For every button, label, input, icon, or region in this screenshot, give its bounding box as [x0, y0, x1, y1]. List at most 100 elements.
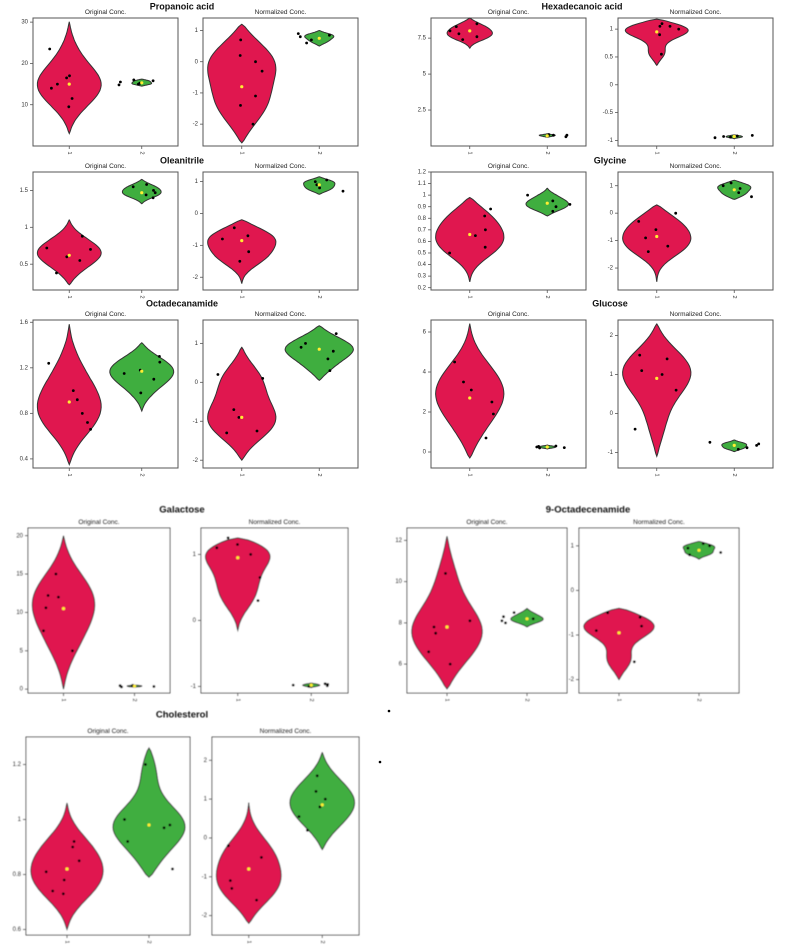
metabolite-chart: Hexadecanoic acid Original Conc. 2.5 5 7.5 1 2… [418, 1, 774, 155]
data-point [750, 134, 754, 137]
x-tick-label: 2 [544, 295, 550, 298]
data-point [537, 445, 540, 448]
data-point [325, 178, 329, 182]
data-point [80, 412, 84, 415]
y-tick-label: 20 [21, 61, 28, 67]
metabolite-title: Cholesterol [156, 710, 208, 721]
data-point [249, 553, 253, 556]
data-point [216, 373, 220, 376]
mean-point [317, 36, 321, 40]
y-tick-label: 1.2 [418, 170, 427, 176]
mean-point [655, 30, 659, 34]
violin-shape [36, 21, 102, 135]
data-point [490, 400, 494, 404]
data-point [326, 683, 330, 686]
x-tick-label: 1 [234, 698, 240, 701]
data-point [594, 629, 598, 632]
data-point [158, 360, 162, 364]
violin-shape [583, 607, 655, 681]
data-point [238, 54, 242, 57]
y-tick-label: 1 [18, 817, 22, 823]
data-point [260, 856, 263, 859]
data-point [260, 69, 264, 73]
x-tick-label: 2 [146, 940, 152, 943]
data-point [674, 388, 678, 392]
panel-title: Original Conc. [85, 311, 126, 318]
y-tick-label: 5 [423, 72, 427, 78]
stray-point [387, 709, 391, 713]
data-point [755, 444, 758, 447]
data-point [444, 572, 447, 575]
data-point [328, 369, 332, 372]
y-tick-label: 0.8 [13, 872, 22, 878]
data-point [232, 226, 236, 230]
panel: Original Conc. 0.4 0.8 1.2 1.6 1 2 [20, 311, 179, 477]
x-tick-label: 2 [319, 940, 325, 943]
data-point [658, 24, 662, 28]
mean-point [545, 201, 549, 205]
y-tick-label: 2 [204, 758, 208, 764]
x-tick-label: 1 [238, 295, 244, 298]
x-tick-label: 1 [653, 473, 659, 476]
data-point [757, 442, 761, 446]
data-point [71, 845, 75, 849]
y-tick-label: 2 [423, 410, 427, 416]
panel-title: Original Conc. [87, 728, 128, 735]
panel: Original Conc. 0.5 1 1.5 1 2 [20, 163, 179, 299]
data-point [484, 436, 488, 440]
panel-frame [578, 527, 740, 694]
data-point [171, 867, 174, 871]
y-tick-label: -1 [608, 450, 614, 456]
y-tick-label: 0.4 [418, 262, 427, 268]
metabolite-title: Octadecanamide [146, 298, 218, 308]
data-point [565, 133, 569, 137]
violin-shape [289, 752, 356, 851]
data-point [80, 234, 84, 238]
data-point [341, 189, 345, 193]
y-tick-label: -1 [193, 419, 199, 425]
panel-title: Normalized Conc. [255, 311, 307, 318]
y-tick-label: 1 [195, 179, 199, 185]
y-tick-label: 10 [16, 610, 23, 616]
x-tick-label: 1 [66, 151, 72, 154]
data-point [668, 24, 672, 28]
data-point [258, 576, 262, 579]
panel-title: Original Conc. [488, 9, 529, 16]
data-point [640, 369, 644, 372]
violin-shape [207, 346, 277, 462]
data-point [502, 615, 505, 619]
mean-point [732, 188, 736, 192]
y-tick-label: 1.5 [20, 188, 29, 194]
panel: Normalized Conc. -2 -1 0 1 1 2 [569, 519, 740, 702]
data-point [131, 185, 135, 189]
data-point [686, 546, 690, 550]
data-point [45, 246, 49, 250]
data-point [151, 79, 155, 83]
violin-shape [284, 325, 354, 382]
panel: Normalized Conc. -2 -1 0 1 1 2 [193, 311, 359, 477]
data-point [489, 207, 492, 211]
data-point [254, 60, 257, 64]
x-tick-label: 1 [245, 940, 251, 943]
data-point [500, 619, 504, 623]
y-tick-label: 1.2 [20, 365, 29, 371]
violin-shape [207, 219, 277, 284]
data-point [326, 357, 330, 361]
data-point [72, 840, 76, 843]
x-tick-label: 2 [544, 151, 550, 154]
data-point [152, 189, 155, 192]
y-tick-label: 0 [195, 380, 199, 386]
data-point [151, 196, 155, 200]
data-point [638, 353, 642, 357]
y-tick-label: 0 [193, 618, 197, 624]
violin-shape [204, 537, 271, 633]
x-tick-label: 2 [316, 151, 322, 154]
data-point [297, 815, 301, 818]
data-point [122, 372, 126, 375]
data-point [713, 136, 717, 140]
panel: Original Conc. 2.5 5 7.5 1 2 [418, 9, 587, 155]
y-tick-label: 1 [195, 341, 199, 347]
